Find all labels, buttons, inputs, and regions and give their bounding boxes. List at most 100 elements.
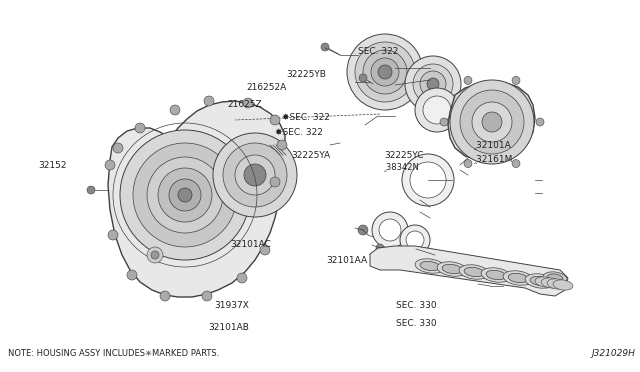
Circle shape <box>87 186 95 194</box>
Circle shape <box>151 251 159 259</box>
Circle shape <box>355 42 415 102</box>
Ellipse shape <box>503 271 533 285</box>
Ellipse shape <box>508 273 528 283</box>
Ellipse shape <box>535 277 555 287</box>
Circle shape <box>243 98 253 108</box>
Circle shape <box>277 140 287 150</box>
Circle shape <box>472 102 512 142</box>
Circle shape <box>223 143 287 207</box>
Circle shape <box>244 164 266 186</box>
Circle shape <box>135 123 145 133</box>
Circle shape <box>169 179 201 211</box>
Text: 216252A: 216252A <box>246 83 287 92</box>
Ellipse shape <box>442 264 462 274</box>
Circle shape <box>321 43 329 51</box>
Circle shape <box>260 245 270 255</box>
Text: NOTE: HOUSING ASSY INCLUDES✳MARKED PARTS.: NOTE: HOUSING ASSY INCLUDES✳MARKED PARTS… <box>8 349 220 358</box>
Circle shape <box>378 65 392 79</box>
Ellipse shape <box>543 272 567 284</box>
Circle shape <box>363 50 407 94</box>
Text: 32225YB: 32225YB <box>287 70 326 79</box>
Circle shape <box>440 118 448 126</box>
Text: 32152: 32152 <box>38 161 67 170</box>
Polygon shape <box>108 101 285 297</box>
Circle shape <box>127 270 137 280</box>
Circle shape <box>133 143 237 247</box>
Ellipse shape <box>481 268 511 282</box>
Polygon shape <box>370 246 568 296</box>
Circle shape <box>512 160 520 167</box>
Text: 32101AC: 32101AC <box>230 240 271 249</box>
Text: SEC. 322: SEC. 322 <box>358 47 399 56</box>
Circle shape <box>460 90 524 154</box>
Circle shape <box>464 76 472 84</box>
Text: ✸SEC. 322: ✸SEC. 322 <box>275 128 323 137</box>
Text: 32225YA: 32225YA <box>291 151 330 160</box>
Circle shape <box>105 160 115 170</box>
Text: 32101AB: 32101AB <box>209 323 250 332</box>
Circle shape <box>464 160 472 167</box>
Circle shape <box>120 130 250 260</box>
Ellipse shape <box>541 278 561 288</box>
Text: 21625Z: 21625Z <box>227 100 262 109</box>
Text: ✸SEC. 322: ✸SEC. 322 <box>282 113 330 122</box>
Circle shape <box>147 247 163 263</box>
Circle shape <box>423 96 451 124</box>
Text: 32225YC: 32225YC <box>384 151 424 160</box>
Circle shape <box>371 58 399 86</box>
Circle shape <box>158 168 212 222</box>
Circle shape <box>413 64 453 104</box>
Circle shape <box>359 74 367 82</box>
Text: SEC. 330: SEC. 330 <box>396 319 436 328</box>
Circle shape <box>204 96 214 106</box>
Circle shape <box>372 212 408 248</box>
Text: J321029H: J321029H <box>591 349 635 358</box>
Circle shape <box>482 112 502 132</box>
Circle shape <box>235 155 275 195</box>
Circle shape <box>270 115 280 125</box>
Ellipse shape <box>486 270 506 280</box>
Circle shape <box>376 244 384 252</box>
Circle shape <box>427 78 439 90</box>
Circle shape <box>410 162 446 198</box>
Ellipse shape <box>530 276 550 286</box>
Ellipse shape <box>525 274 555 288</box>
Ellipse shape <box>420 262 440 271</box>
Ellipse shape <box>437 262 467 276</box>
Ellipse shape <box>459 265 489 279</box>
Text: ‸38342N: ‸38342N <box>384 163 420 172</box>
Text: 31937X: 31937X <box>215 301 250 310</box>
Circle shape <box>400 225 430 255</box>
Ellipse shape <box>553 280 573 290</box>
Circle shape <box>402 154 454 206</box>
Ellipse shape <box>415 259 445 273</box>
Circle shape <box>213 133 297 217</box>
Polygon shape <box>448 82 535 161</box>
Circle shape <box>108 230 118 240</box>
Circle shape <box>170 105 180 115</box>
Text: ‸32161M: ‸32161M <box>474 155 513 164</box>
Circle shape <box>379 219 401 241</box>
Circle shape <box>270 177 280 187</box>
Circle shape <box>113 143 123 153</box>
Ellipse shape <box>464 267 484 277</box>
Circle shape <box>420 71 446 97</box>
Circle shape <box>405 56 461 112</box>
Circle shape <box>160 291 170 301</box>
Circle shape <box>358 225 368 235</box>
Circle shape <box>202 291 212 301</box>
Circle shape <box>178 188 192 202</box>
Circle shape <box>147 157 223 233</box>
Circle shape <box>536 118 544 126</box>
Circle shape <box>512 76 520 84</box>
Circle shape <box>415 88 459 132</box>
Circle shape <box>237 273 247 283</box>
Text: 32101AA: 32101AA <box>326 256 367 265</box>
Text: SEC. 330: SEC. 330 <box>396 301 436 310</box>
Text: ‸32101A: ‸32101A <box>474 141 511 150</box>
Ellipse shape <box>547 279 567 289</box>
Circle shape <box>450 80 534 164</box>
Circle shape <box>406 231 424 249</box>
Ellipse shape <box>547 274 563 282</box>
Circle shape <box>347 34 423 110</box>
